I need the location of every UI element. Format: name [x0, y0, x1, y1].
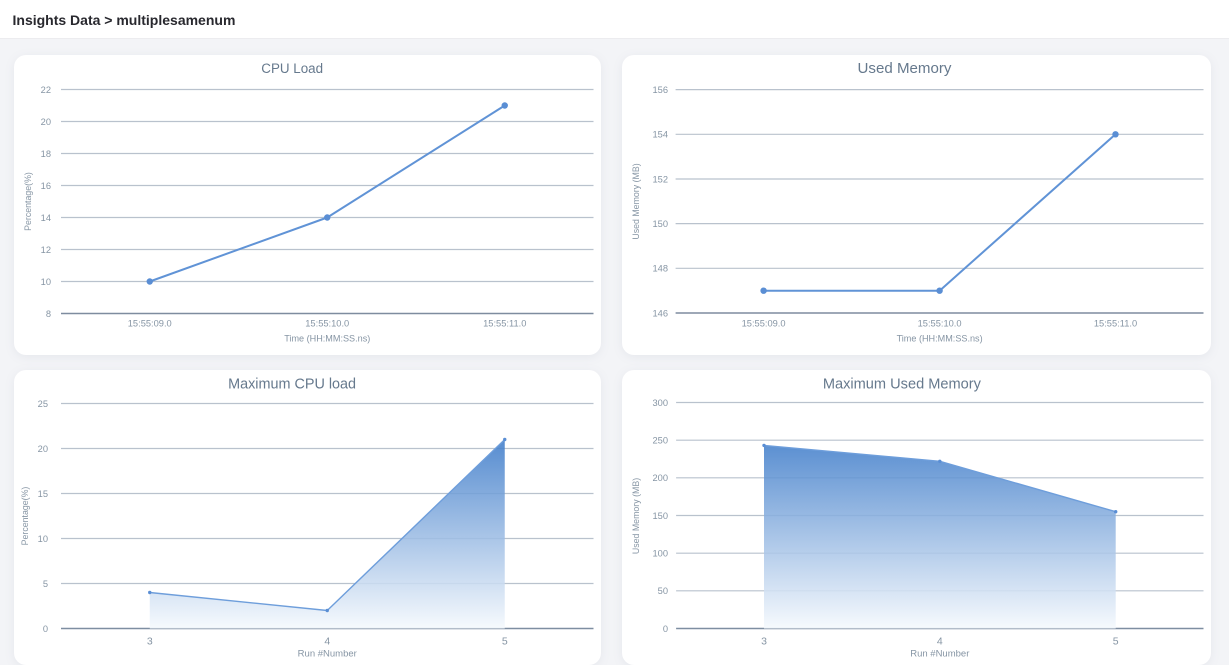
svg-text:15: 15 — [38, 489, 48, 499]
svg-text:Run #Number: Run #Number — [910, 649, 969, 660]
svg-text:20: 20 — [38, 444, 48, 454]
svg-text:15:55:09.0: 15:55:09.0 — [128, 319, 172, 329]
svg-text:0: 0 — [663, 624, 668, 634]
svg-text:Time (HH:MM:SS.ns): Time (HH:MM:SS.ns) — [284, 334, 370, 344]
svg-text:156: 156 — [652, 85, 668, 95]
svg-text:15:55:10.0: 15:55:10.0 — [918, 319, 962, 329]
svg-text:10: 10 — [41, 277, 51, 287]
svg-text:5: 5 — [43, 579, 48, 589]
svg-text:3: 3 — [147, 636, 153, 648]
svg-text:Percentage(%): Percentage(%) — [20, 487, 30, 546]
svg-text:12: 12 — [41, 245, 51, 255]
svg-text:154: 154 — [652, 130, 668, 140]
svg-text:3: 3 — [761, 636, 767, 648]
svg-text:CPU Load: CPU Load — [261, 61, 323, 76]
svg-text:146: 146 — [652, 308, 668, 318]
svg-text:10: 10 — [38, 534, 48, 544]
svg-text:Maximum CPU load: Maximum CPU load — [228, 377, 356, 393]
svg-text:150: 150 — [652, 219, 668, 229]
svg-text:22: 22 — [41, 85, 51, 95]
svg-text:300: 300 — [652, 398, 668, 408]
svg-text:15:55:11.0: 15:55:11.0 — [483, 319, 526, 329]
svg-text:20: 20 — [41, 117, 51, 127]
svg-text:5: 5 — [1113, 636, 1119, 648]
svg-text:50: 50 — [658, 586, 668, 596]
svg-text:Maximum Used Memory: Maximum Used Memory — [823, 377, 982, 393]
svg-text:4: 4 — [937, 636, 943, 648]
svg-text:15:55:09.0: 15:55:09.0 — [742, 319, 786, 329]
svg-text:0: 0 — [43, 624, 48, 634]
svg-text:150: 150 — [652, 511, 668, 521]
svg-text:100: 100 — [652, 549, 668, 559]
svg-text:152: 152 — [652, 174, 668, 184]
svg-text:Used Memory (MB): Used Memory (MB) — [631, 478, 641, 554]
svg-text:16: 16 — [41, 181, 51, 191]
svg-text:14: 14 — [41, 213, 51, 223]
svg-text:Run #Number: Run #Number — [298, 649, 357, 660]
svg-text:Used Memory: Used Memory — [858, 60, 952, 77]
svg-text:4: 4 — [324, 636, 330, 648]
svg-text:Percentage(%): Percentage(%) — [23, 172, 33, 231]
svg-text:15:55:11.0: 15:55:11.0 — [1094, 319, 1137, 329]
svg-text:148: 148 — [652, 264, 668, 274]
svg-text:25: 25 — [38, 399, 48, 409]
svg-text:15:55:10.0: 15:55:10.0 — [305, 319, 349, 329]
svg-text:5: 5 — [502, 636, 508, 648]
svg-text:Time (HH:MM:SS.ns): Time (HH:MM:SS.ns) — [897, 334, 983, 344]
svg-text:8: 8 — [46, 309, 51, 319]
svg-text:Used Memory (MB): Used Memory (MB) — [631, 163, 641, 239]
svg-text:250: 250 — [652, 436, 668, 446]
svg-text:18: 18 — [41, 149, 51, 159]
svg-text:200: 200 — [652, 473, 668, 483]
